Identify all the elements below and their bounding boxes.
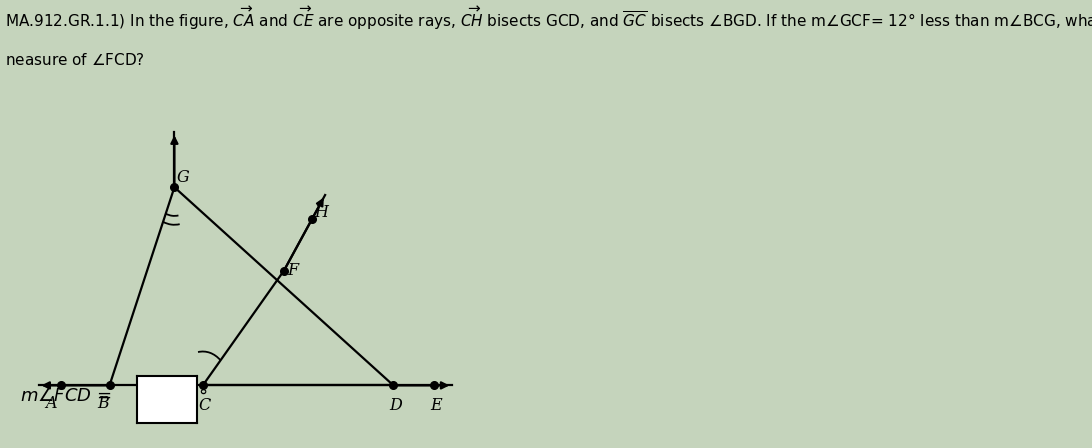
Text: B: B bbox=[97, 395, 109, 412]
Text: °: ° bbox=[199, 388, 207, 405]
Text: C: C bbox=[199, 397, 211, 414]
Text: A: A bbox=[45, 395, 57, 412]
Text: G: G bbox=[177, 169, 190, 186]
Text: MA.912.GR.1.1) In the figure, $\overrightarrow{CA}$ and $\overrightarrow{CE}$ ar: MA.912.GR.1.1) In the figure, $\overrigh… bbox=[5, 4, 1092, 32]
Text: F: F bbox=[287, 262, 298, 279]
Text: neasure of $\angle$FCD?: neasure of $\angle$FCD? bbox=[5, 52, 145, 68]
Text: D: D bbox=[389, 397, 402, 414]
Text: $m\angle FCD$ =: $m\angle FCD$ = bbox=[20, 388, 111, 405]
Text: E: E bbox=[430, 397, 442, 414]
Text: H: H bbox=[314, 204, 329, 221]
